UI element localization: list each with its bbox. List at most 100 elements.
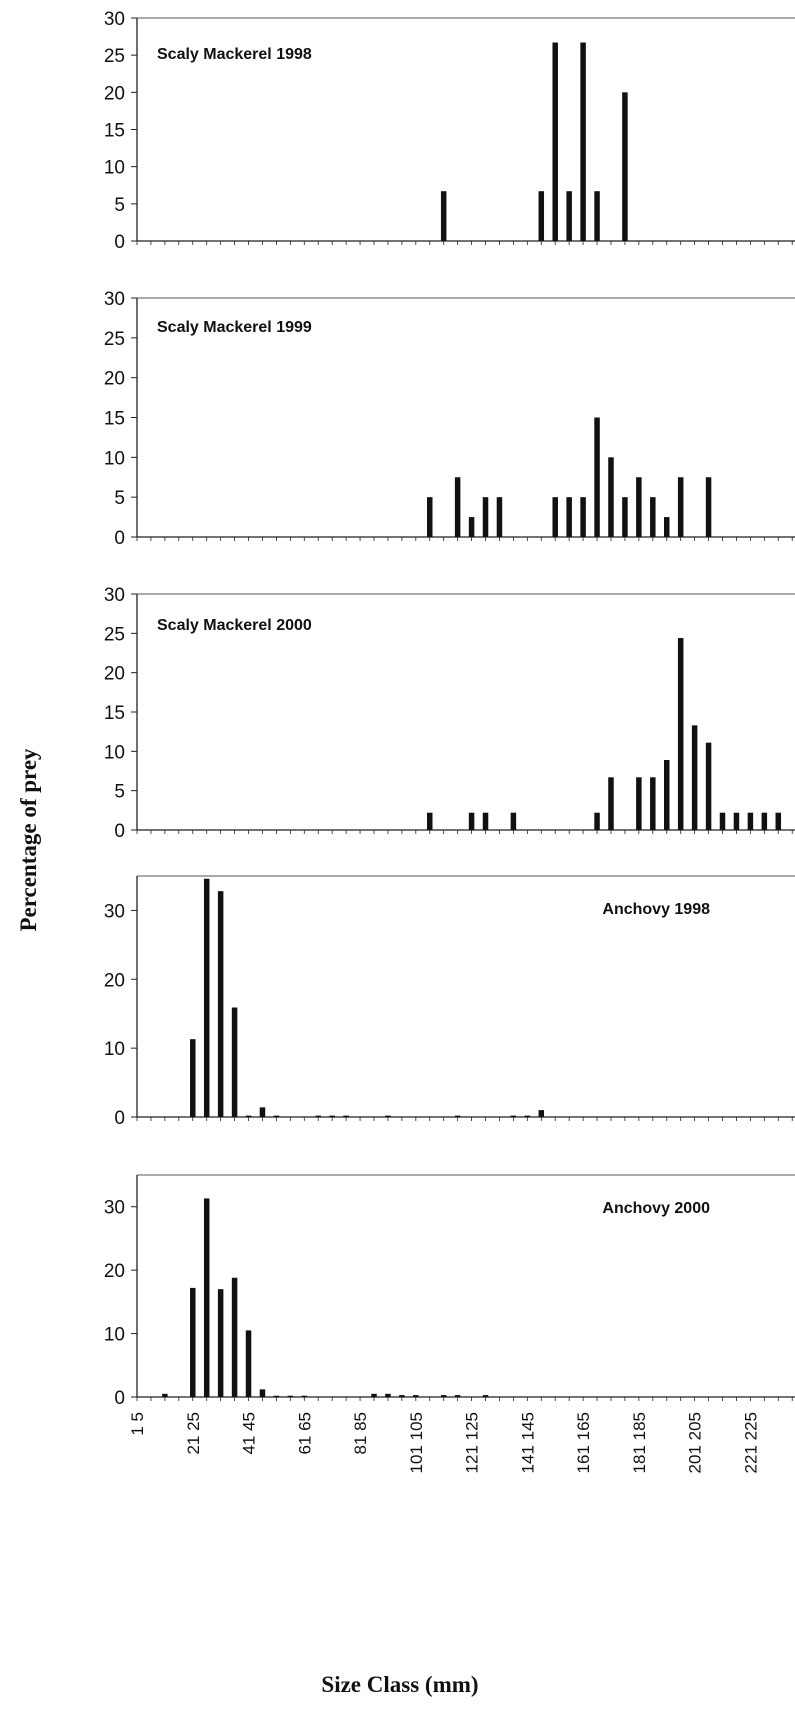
bar: [440, 191, 447, 241]
bar: [399, 1395, 405, 1397]
bar: [287, 1395, 294, 1397]
y-tick-label: 30: [104, 901, 125, 922]
bar: [245, 1330, 252, 1397]
panel-title: Scaly Mackerel 2000: [157, 617, 312, 634]
bar: [761, 812, 768, 830]
y-tick-label: 0: [114, 1108, 125, 1129]
panel-2: 0 5 10 15 20 25 30 Scaly Mackerel 1999: [104, 289, 795, 549]
x-tick-label: 1 5: [128, 1412, 147, 1436]
bar: [677, 477, 684, 537]
bar: [190, 1039, 196, 1117]
bar: [538, 1110, 545, 1117]
bar: [552, 42, 558, 241]
bar: [650, 497, 656, 537]
bar: [636, 777, 642, 830]
y-tick-label: 10: [104, 158, 125, 179]
bar: [622, 497, 628, 537]
x-tick-label: 61 65: [295, 1412, 314, 1455]
x-tick-label: 21 25: [184, 1412, 203, 1455]
bar: [454, 1115, 461, 1117]
panel-title: Scaly Mackerel 1999: [157, 319, 312, 336]
y-tick-label: 15: [104, 703, 125, 724]
bar: [747, 812, 754, 830]
bar: [538, 191, 545, 241]
bar: [622, 92, 628, 241]
panel-5: 0 10 20 30 Anchovy 2000: [104, 1174, 795, 1409]
bar: [245, 1115, 252, 1117]
y-tick-label: 25: [104, 624, 125, 645]
y-tick-label: 30: [104, 585, 125, 606]
y-tick-label: 30: [104, 1198, 125, 1219]
bar: [636, 477, 642, 537]
bar: [343, 1115, 349, 1117]
bar: [566, 191, 572, 241]
bar: [440, 1395, 447, 1397]
bar: [203, 1198, 210, 1397]
y-tick-label: 5: [114, 782, 125, 803]
panel-title: Anchovy 1998: [602, 901, 710, 918]
bar: [329, 1115, 335, 1117]
bar: [468, 517, 475, 537]
y-tick-label: 10: [104, 448, 125, 469]
bar: [608, 777, 614, 830]
bar: [482, 497, 489, 537]
panel-3: 0 5 10 15 20 25 30 Scaly Mackerel 2000: [104, 585, 795, 842]
bar: [566, 497, 572, 537]
bar: [385, 1115, 391, 1117]
bar: [217, 1289, 224, 1397]
x-axis-labels: 1 5 21 25 41 45 61 65 81 85 101 105 121 125 141…: [128, 1412, 760, 1473]
y-tick-label: 25: [104, 329, 125, 350]
bar: [594, 812, 600, 830]
bar: [371, 1393, 377, 1397]
bar: [482, 1395, 489, 1397]
y-tick-label: 0: [114, 821, 125, 842]
y-tick-label: 10: [104, 742, 125, 763]
y-tick-label: 20: [104, 83, 125, 104]
bar: [259, 1389, 266, 1397]
y-tick-label: 5: [114, 195, 125, 216]
y-tick-label: 30: [104, 9, 125, 30]
bar: [663, 517, 670, 537]
bar: [385, 1393, 391, 1397]
y-tick-label: 20: [104, 369, 125, 390]
bar: [705, 477, 712, 537]
bar: [524, 1115, 531, 1117]
y-tick-label: 15: [104, 121, 125, 142]
x-tick-label: 221 225: [741, 1412, 760, 1473]
x-tick-label: 181 185: [630, 1412, 649, 1473]
panel-1: 0 5 10 15 20 25 30 Scaly Mackerel 1998: [104, 9, 795, 253]
y-axis-title: Percentage of prey: [16, 748, 41, 932]
bar: [677, 638, 684, 830]
bar: [580, 497, 586, 537]
bar: [273, 1395, 280, 1397]
y-tick-label: 10: [104, 1325, 125, 1346]
bar: [705, 742, 712, 830]
bar: [496, 497, 503, 537]
bar: [231, 1277, 238, 1397]
y-tick-label: 30: [104, 289, 125, 310]
bar: [190, 1287, 196, 1397]
x-tick-label: 81 85: [351, 1412, 370, 1455]
x-tick-label: 201 205: [686, 1412, 705, 1473]
bar: [301, 1395, 308, 1397]
x-tick-label: 141 145: [518, 1412, 537, 1473]
bar: [719, 812, 726, 830]
bar: [691, 725, 698, 830]
bar: [510, 1115, 517, 1117]
panel-title: Anchovy 2000: [602, 1200, 710, 1217]
y-tick-label: 10: [104, 1039, 125, 1060]
bar: [775, 812, 782, 830]
y-tick-label: 0: [114, 232, 125, 253]
x-axis-title: Size Class (mm): [321, 1672, 478, 1697]
bar: [608, 457, 614, 537]
bar: [482, 812, 489, 830]
y-tick-label: 5: [114, 488, 125, 509]
bar: [650, 777, 656, 830]
bar: [315, 1115, 321, 1117]
chart-panels: 0 5 10 15 20 25 30 Scaly Mackerel 1998 0 5 10 15 20 2…: [104, 9, 795, 1409]
y-tick-label: 20: [104, 1261, 125, 1282]
bar: [454, 477, 461, 537]
y-tick-label: 20: [104, 970, 125, 991]
bar: [552, 497, 558, 537]
